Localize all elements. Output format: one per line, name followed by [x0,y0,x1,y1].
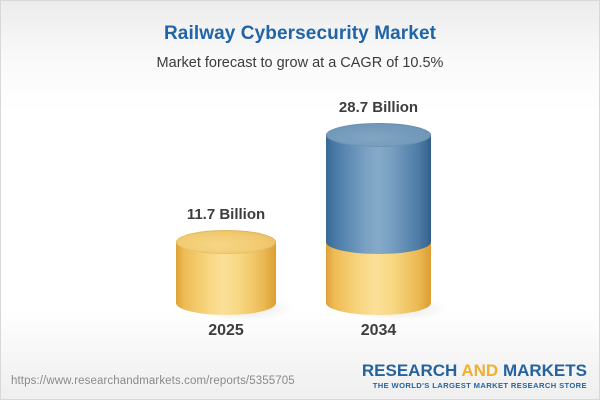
chart-header: Railway Cybersecurity Market Market fore… [1,23,599,71]
cylinder-stack: 2034 [326,123,457,339]
bar-2025: 11.7 Billion 2025 [176,205,302,339]
cylinder-top-cap [326,123,431,147]
bar-2034: 28.7 Billion 2034 [326,99,457,339]
chart-title: Railway Cybersecurity Market [163,23,437,44]
value-label-2025: 11.7 Billion [186,205,266,223]
source-url: https://www.researchandmarkets.com/repor… [11,375,295,387]
logo-tagline: THE WORLD'S LARGEST MARKET RESEARCH STOR… [372,381,587,391]
value-label-2034: 28.7 Billion [338,99,419,116]
cylinder-top-cap [176,229,276,254]
category-label-2034: 2034 [360,322,397,339]
bar-segment-blue [326,135,431,254]
logo-research-and-markets: RESEARCH AND MARKETS THE WORLD'S LARGEST… [362,362,587,390]
cylinder-stack: 2025 [176,229,302,339]
category-label-2025: 2025 [208,322,244,339]
bar-segment-yellow [176,241,276,315]
bar-segment-yellow [326,241,431,315]
logo-wordmark: RESEARCH AND MARKETS [362,362,587,379]
logo-word-markets: MARKETS [502,361,587,381]
logo-word-research: RESEARCH [361,361,458,381]
chart-subtitle: Market forecast to grow at a CAGR of 10.… [156,55,444,71]
logo-word-and: AND [457,361,503,381]
